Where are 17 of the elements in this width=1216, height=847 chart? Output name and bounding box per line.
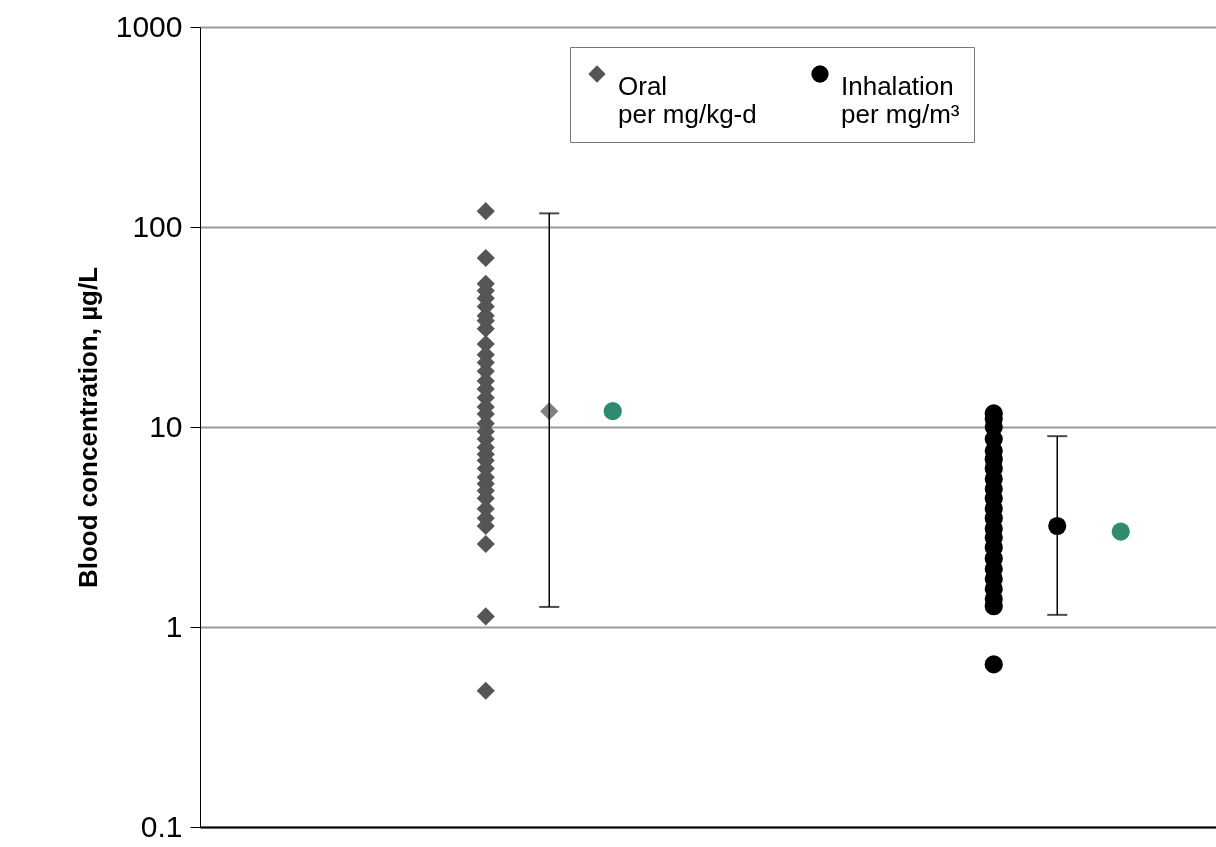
y-axis-title: Blood concentration, µg/L [72, 266, 103, 589]
point [476, 681, 495, 700]
point [603, 402, 622, 421]
point [476, 607, 495, 626]
y-tick-label: 100 [132, 209, 183, 243]
point [1111, 522, 1130, 541]
y-tick-label: 1000 [115, 9, 183, 43]
point [476, 202, 495, 221]
legend-label: Inhalation per mg/m³ [841, 71, 960, 129]
point [476, 248, 495, 268]
point [984, 655, 1003, 674]
point [476, 534, 495, 554]
y-tick-label: 1 [165, 609, 183, 643]
legend-label: Oral per mg/kg-d [618, 71, 757, 129]
y-tick-label: 0.1 [140, 809, 183, 843]
y-tick-label: 10 [149, 409, 183, 443]
point [1048, 516, 1067, 536]
